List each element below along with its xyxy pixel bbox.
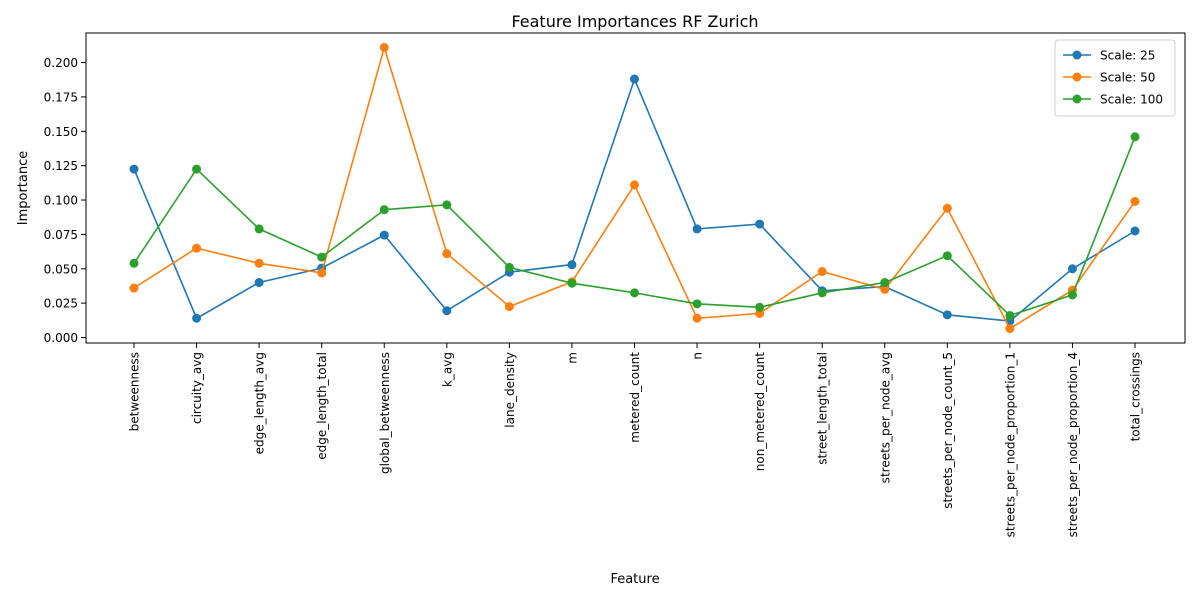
data-point [692, 313, 702, 323]
x-tick-label: streets_per_node_count_5 [941, 352, 955, 509]
data-point [942, 251, 952, 261]
legend-marker [1072, 50, 1082, 60]
y-tick-label: 0.200 [44, 56, 78, 70]
x-tick-label: global_betweenness [378, 352, 392, 474]
x-tick-label: betweenness [128, 352, 142, 431]
legend-item: Scale: 100 [1063, 93, 1163, 107]
data-point [129, 283, 139, 293]
x-axis: betweenness circuity_avg edge_length_avg ed… [128, 343, 1143, 537]
chart-title: Feature Importances RF Zurich [511, 12, 758, 31]
data-point [129, 164, 139, 174]
data-point [192, 164, 202, 174]
x-tick-label: metered_count [628, 352, 642, 443]
y-tick-label: 0.150 [44, 125, 78, 139]
data-point [192, 243, 202, 253]
data-point [379, 230, 389, 240]
y-tick-label: 0.025 [44, 297, 78, 311]
x-tick-label: lane_density [503, 352, 517, 428]
data-point [129, 258, 139, 268]
data-point [942, 203, 952, 213]
series-2 [129, 42, 1140, 334]
x-tick-label: k_avg [440, 352, 454, 387]
data-point [1130, 196, 1140, 206]
y-tick-label: 0.075 [44, 228, 78, 242]
legend-label: Scale: 25 [1100, 49, 1155, 63]
plot-area [129, 42, 1140, 334]
y-tick-label: 0.100 [44, 194, 78, 208]
data-point [942, 310, 952, 320]
data-point [254, 224, 264, 234]
legend-item: Scale: 25 [1063, 49, 1155, 63]
plot-frame [85, 32, 1186, 344]
x-axis-label: Feature [610, 572, 659, 587]
data-point [817, 288, 827, 298]
data-point [379, 205, 389, 215]
data-point [880, 284, 890, 294]
data-point [442, 306, 452, 316]
x-tick-label: edge_length_total [315, 352, 329, 460]
data-point [755, 302, 765, 312]
data-point [1067, 290, 1077, 300]
x-tick-label: streets_per_node_proportion_1 [1003, 352, 1017, 537]
data-point [1130, 132, 1140, 142]
x-tick-label: street_length_total [816, 352, 830, 465]
series-line [133, 76, 1136, 322]
legend-box [1054, 39, 1176, 117]
y-axis-label: Importance [16, 151, 31, 226]
data-point [692, 299, 702, 309]
legend-label: Scale: 100 [1100, 93, 1163, 107]
y-tick-label: 0.000 [44, 331, 78, 345]
legend: Scale: 25 Scale: 50 Scale: 100 [1054, 39, 1176, 117]
data-point [192, 313, 202, 323]
data-point [817, 267, 827, 277]
data-point [504, 262, 514, 272]
x-tick-label: total_crossings [1129, 352, 1143, 441]
data-point [442, 200, 452, 210]
y-tick-label: 0.175 [44, 90, 78, 104]
data-point [1005, 324, 1015, 334]
data-point [1067, 264, 1077, 274]
data-point [755, 219, 765, 229]
y-tick-label: 0.125 [44, 159, 78, 173]
legend-marker [1072, 72, 1082, 82]
data-point [567, 260, 577, 270]
x-tick-label: circuity_avg [190, 352, 204, 424]
legend-marker [1072, 94, 1082, 104]
legend-item: Scale: 50 [1063, 71, 1155, 85]
data-point [880, 278, 890, 288]
data-point [317, 268, 327, 278]
data-point [630, 74, 639, 84]
data-point [692, 224, 702, 234]
data-point [630, 180, 639, 190]
data-point [442, 249, 452, 259]
data-point [755, 308, 765, 318]
data-point [379, 42, 389, 52]
y-tick-label: 0.050 [44, 262, 78, 276]
x-tick-label: streets_per_node_avg [878, 352, 892, 483]
data-point [1130, 226, 1140, 236]
x-tick-label: streets_per_node_proportion_4 [1066, 352, 1080, 537]
x-tick-label: non_metered_count [753, 352, 767, 472]
y-axis: 0.000 0.025 0.050 0.075 0.100 0.125 0.150 0.175… [44, 56, 86, 345]
data-point [630, 288, 639, 298]
x-tick-label: m [565, 352, 579, 364]
data-point [254, 258, 264, 268]
series-1 [129, 74, 1140, 326]
x-tick-label: n [691, 352, 705, 360]
x-tick-label: edge_length_avg [253, 352, 267, 454]
data-point [504, 302, 514, 312]
data-point [1005, 311, 1015, 321]
data-point [317, 252, 327, 262]
series-3 [129, 132, 1140, 321]
data-point [254, 278, 264, 288]
legend-label: Scale: 50 [1100, 71, 1155, 85]
data-point [567, 278, 577, 288]
